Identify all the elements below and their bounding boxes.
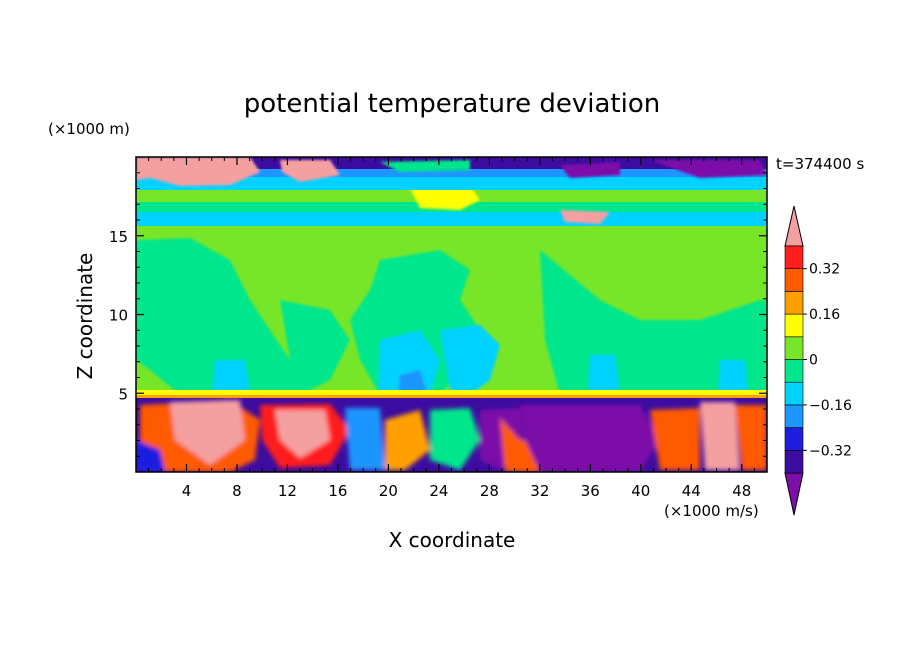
colorbar-label: −0.16 [809,398,852,414]
x-tick-label: 28 [480,482,499,500]
colorbar-swatch [784,245,804,270]
colorbar-swatch [784,336,804,360]
field-yellow-blob [410,186,480,210]
field-band-cyan [136,212,767,226]
field-boundary-patches [136,400,767,472]
field-band-z5-yellow [136,390,767,395]
colorbar-swatch [784,449,804,474]
colorbar: 0.32 0.16 0 −0.16 −0.32 [784,205,852,516]
colorbar-label: 0.16 [809,307,840,323]
y-tick-label: 15 [109,228,128,246]
x-tick-label: 24 [429,482,448,500]
colorbar-label: 0.32 [809,262,840,278]
y-axis-label: Z coordinate [73,253,97,380]
x-axis: 4 8 12 16 20 24 28 32 36 40 44 48 [148,157,755,500]
y-tick-label: 10 [109,307,128,325]
colorbar-label: −0.32 [809,443,852,459]
field-cool-pockets [212,325,748,395]
x-tick-label: 12 [278,482,297,500]
x-tick-label: 8 [232,482,242,500]
x-tick-label: 48 [732,482,751,500]
colorbar-swatch [784,291,804,315]
y-unit-label: (×1000 m) [48,120,130,138]
colorbar-swatch [784,381,804,406]
contour-field [136,157,767,472]
colorbar-label: 0 [809,353,818,369]
x-tick-label: 36 [581,482,600,500]
colorbar-swatch [784,404,804,428]
x-axis-label: X coordinate [389,528,516,552]
x-tick-label: 40 [631,482,650,500]
x-tick-label: 20 [379,482,398,500]
x-unit-label: (×1000 m/s) [664,502,759,520]
field-band-z5-orange [136,395,767,398]
x-tick-label: 32 [530,482,549,500]
colorbar-swatch [784,427,804,451]
colorbar-swatch [784,268,804,292]
colorbar-swatch [784,313,804,338]
field-band-upper-blue [136,168,767,177]
colorbar-swatch [784,359,804,383]
time-label: t=374400 s [776,155,864,173]
field-band-upper-cyan [136,176,767,190]
chart-title: potential temperature deviation [244,89,660,119]
colorbar-extend-high [784,205,804,247]
x-tick-label: 4 [182,482,192,500]
y-axis: 5 10 15 [109,172,767,457]
x-tick-label: 16 [328,482,347,500]
x-tick-label: 44 [682,482,701,500]
y-tick-label: 5 [118,385,128,403]
field-top-patches [136,157,767,224]
colorbar-extend-low [784,472,804,516]
